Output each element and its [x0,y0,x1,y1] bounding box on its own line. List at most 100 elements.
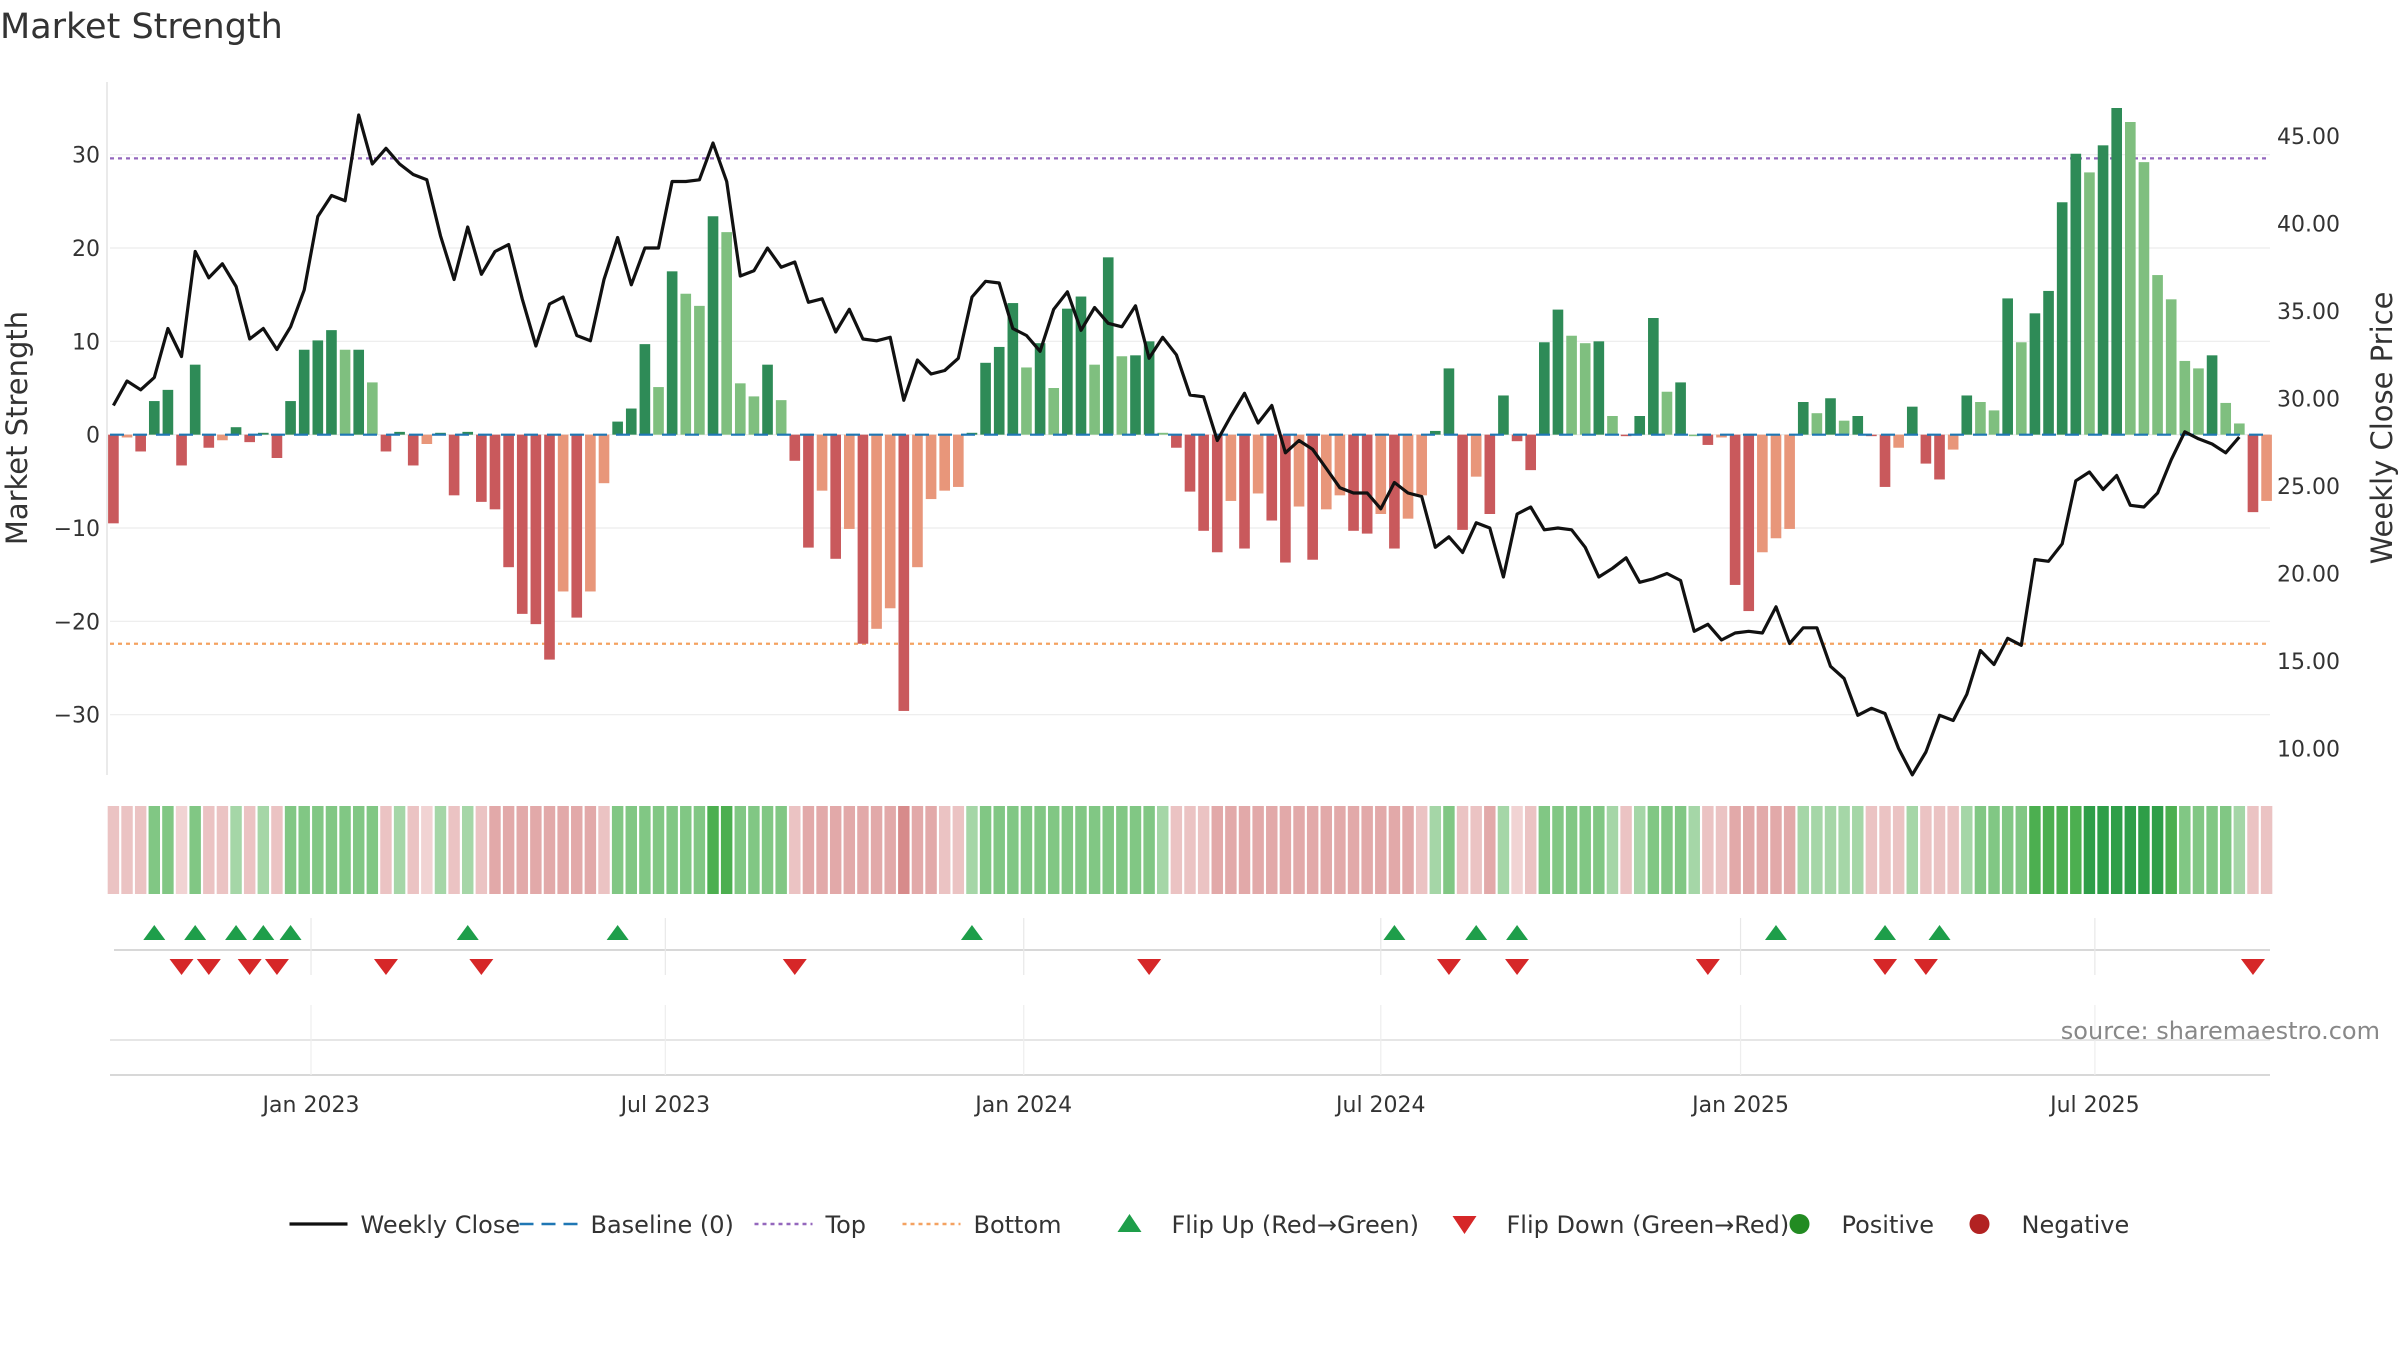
heat-cell [2192,806,2205,894]
heat-cell [1170,806,1183,894]
grid-lines [106,82,2270,775]
heat-cell [1497,806,1510,894]
heat-cell [530,806,542,894]
strength-bar [421,434,433,444]
heat-cell [284,806,297,894]
heat-cell [884,806,896,894]
strength-bar [1838,420,1850,435]
legend-item: Bottom [902,1211,1062,1239]
strength-bar [230,427,242,435]
heat-cell [1484,806,1496,894]
right-tick-label: 35.00 [2277,300,2340,325]
right-tick-label: 30.00 [2277,388,2340,413]
legend-label: Baseline (0) [591,1211,734,1239]
strength-bar [1034,343,1046,435]
flip-up-marker [279,925,302,940]
strength-bar [1416,434,1427,496]
heat-cell [1933,806,1946,894]
heat-cell [1620,806,1632,894]
strength-bar [1702,434,1714,445]
legend-item: Positive [1789,1211,1934,1239]
heat-cell [1552,806,1564,894]
strength-bar [1402,434,1414,519]
flip-up-marker [456,925,479,940]
strength-bar [367,382,378,435]
heat-cell [475,806,488,894]
strength-bar [1539,342,1550,435]
heat-cell [1429,806,1442,894]
right-y-ticks: 45.00 40.00 35.00 30.00 25.00 20.00 15.00 10.00 [2277,125,2340,763]
heat-cell [1852,806,1864,894]
strength-bar [285,401,296,435]
flip-up-marker [1928,925,1951,940]
legend-item: Flip Down (Green→Red) [1452,1211,1789,1239]
strength-bar [462,431,474,435]
strength-bar [407,434,419,466]
heat-cell [720,806,733,894]
strength-bar [721,232,732,435]
heat-cell [1211,806,1223,894]
strength-bar [544,434,555,660]
strength-bar [1620,434,1632,437]
strength-bar [1716,434,1727,438]
strength-bar [1757,434,1768,553]
heat-cell [1593,806,1605,894]
strength-bar [1552,309,1564,435]
strength-bar [489,434,501,510]
strength-bar [476,434,487,502]
heat-cell [2029,806,2041,894]
heat-cell [1197,806,1210,894]
strength-bar [176,434,187,466]
heat-cell [1334,806,1346,894]
heat-cell [2151,806,2164,894]
heat-cell [121,806,133,894]
strength-bar [1075,296,1087,435]
heat-cell [1184,806,1196,894]
heat-cell [2138,806,2150,894]
flip-up-marker [1506,925,1529,940]
heat-cell [666,806,678,894]
heat-cell [816,806,828,894]
strength-bar [1961,395,1973,435]
strength-bar [1675,382,1686,435]
x-tick-label: Jan 2024 [973,1093,1072,1118]
strength-bar [1048,388,1060,435]
heat-cell [1034,806,1046,894]
strength-bar [1498,395,1509,435]
strength-bar [707,216,719,435]
heat-cell [789,806,801,894]
heat-cell [134,806,147,894]
heat-cell [407,806,419,894]
strength-bar [1062,308,1073,435]
strength-bar [339,349,351,435]
flip-down-marker [196,959,221,975]
heat-cell [571,806,583,894]
strength-bar [1429,430,1441,435]
strength-bar [1770,434,1782,539]
strength-bar [857,434,869,644]
strength-bar [203,434,215,448]
strength-bar [1906,406,1918,435]
strength-bar [953,434,964,487]
strength-bar [2220,402,2232,435]
strength-bar [1280,434,1291,563]
strength-bar [653,387,664,435]
strength-bar [1593,341,1605,435]
strength-bar [2152,275,2163,435]
strength-bar [121,434,133,438]
strength-bar [694,305,705,435]
right-tick-label: 25.00 [2277,475,2340,500]
heat-cell [516,806,528,894]
strength-bar [1511,434,1523,442]
heat-cell [611,806,624,894]
heat-cell [489,806,501,894]
heat-cell [175,806,188,894]
strength-bar [1879,434,1891,487]
strength-bar [1648,318,1659,435]
heat-cell [1538,806,1551,894]
flip-down-marker [1913,959,1938,975]
heat-cell [625,806,637,894]
strength-bar [1307,434,1318,560]
heat-cell [1088,806,1101,894]
heat-cell [1674,806,1687,894]
